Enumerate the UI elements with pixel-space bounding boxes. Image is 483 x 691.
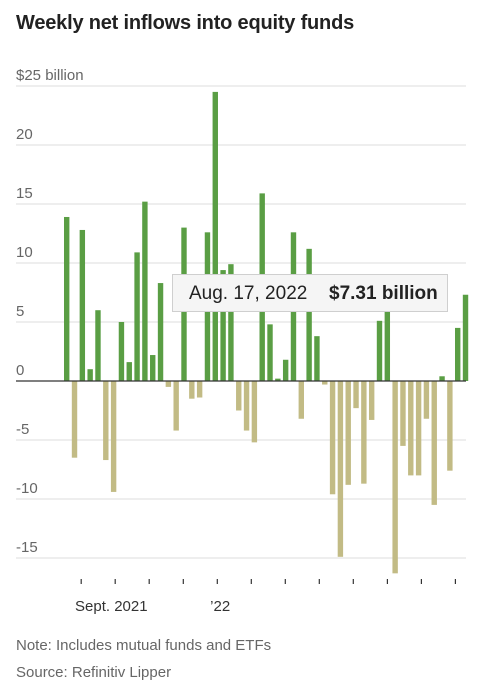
- bar[interactable]: [423, 381, 430, 419]
- bar[interactable]: [306, 248, 312, 381]
- bar[interactable]: [71, 381, 78, 458]
- bar[interactable]: [126, 362, 132, 381]
- bar[interactable]: [173, 381, 179, 431]
- bar[interactable]: [376, 320, 383, 381]
- bar[interactable]: [165, 381, 172, 387]
- bar[interactable]: [322, 381, 328, 385]
- bars: [64, 91, 469, 574]
- x-axis: Sept. 2021 ’22: [75, 579, 456, 615]
- bar[interactable]: [337, 381, 344, 557]
- bar[interactable]: [134, 252, 140, 381]
- bar[interactable]: [415, 381, 422, 476]
- bar[interactable]: [142, 201, 148, 381]
- bar[interactable]: [392, 381, 398, 574]
- bar[interactable]: [462, 294, 469, 381]
- bar[interactable]: [87, 369, 93, 381]
- bar[interactable]: [79, 229, 86, 381]
- bar[interactable]: [64, 216, 70, 381]
- y-tick-label: -10: [16, 480, 38, 497]
- bar[interactable]: [118, 322, 125, 381]
- y-tick-label: 5: [16, 303, 24, 320]
- bar[interactable]: [447, 381, 453, 471]
- y-tick-label: 10: [16, 244, 33, 261]
- tooltip-date: Aug. 17, 2022: [189, 283, 308, 304]
- tooltip: Aug. 17, 2022 $7.31 billion: [172, 274, 448, 312]
- y-tick-label: -5: [16, 421, 29, 438]
- bar[interactable]: [314, 336, 320, 381]
- bar[interactable]: [220, 270, 226, 381]
- bar[interactable]: [157, 283, 164, 381]
- bar[interactable]: [243, 381, 250, 431]
- chart-note: Note: Includes mutual funds and ETFs: [16, 637, 272, 654]
- chart-source: Source: Refinitiv Lipper: [16, 664, 172, 681]
- y-tick-label: 20: [16, 126, 33, 143]
- bar[interactable]: [212, 91, 218, 382]
- bar[interactable]: [345, 381, 351, 485]
- bar[interactable]: [228, 264, 234, 381]
- bar[interactable]: [196, 381, 203, 398]
- bar[interactable]: [329, 381, 336, 495]
- gridlines: [16, 85, 466, 559]
- bar[interactable]: [236, 381, 242, 411]
- y-axis-labels: $25 billion 20 15 10 5 0 -5 -10 -15: [16, 67, 84, 556]
- bar[interactable]: [431, 381, 437, 505]
- bar[interactable]: [95, 310, 101, 381]
- bar[interactable]: [189, 381, 195, 399]
- bar[interactable]: [408, 381, 414, 476]
- y-tick-label: -15: [16, 539, 38, 556]
- bar[interactable]: [150, 355, 156, 381]
- bar[interactable]: [103, 381, 109, 461]
- bar[interactable]: [267, 324, 273, 381]
- bar[interactable]: [298, 381, 304, 419]
- bar[interactable]: [353, 381, 359, 409]
- bar[interactable]: [439, 376, 445, 381]
- bar[interactable]: [400, 381, 406, 446]
- bar[interactable]: [455, 327, 461, 381]
- bar[interactable]: [361, 381, 367, 484]
- y-tick-label: $25 billion: [16, 67, 84, 84]
- y-tick-label: 0: [16, 362, 24, 379]
- bar[interactable]: [275, 378, 281, 381]
- bar[interactable]: [282, 359, 289, 381]
- tooltip-value: $7.31 billion: [329, 283, 438, 304]
- chart-title: Weekly net inflows into equity funds: [16, 12, 355, 34]
- bar[interactable]: [110, 381, 117, 492]
- bar[interactable]: [368, 381, 375, 420]
- x-tick-label: Sept. 2021: [75, 598, 148, 615]
- x-tick-label: ’22: [210, 598, 230, 615]
- y-tick-label: 15: [16, 185, 33, 202]
- bar[interactable]: [384, 298, 391, 381]
- bar[interactable]: [251, 381, 258, 443]
